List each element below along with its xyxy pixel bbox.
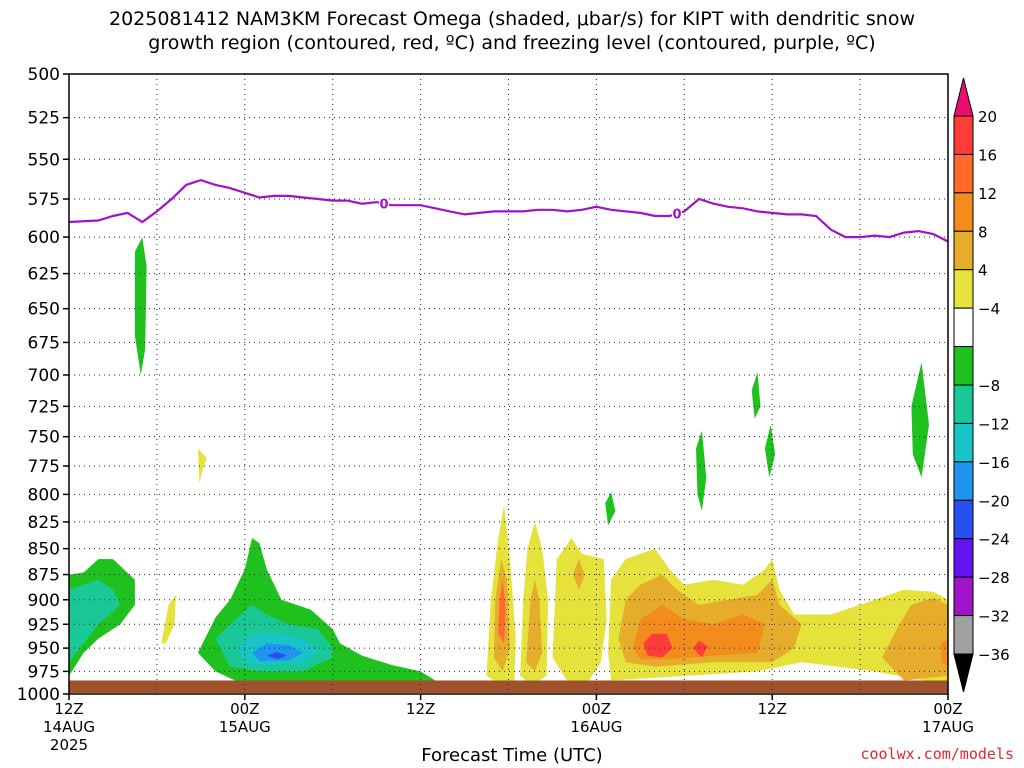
x-tick-label-12: 00Z — [230, 700, 259, 718]
colorbar-swatch-1 — [953, 153, 974, 194]
freezing-level-label-1: 0 — [672, 208, 681, 223]
y-tick-label-775: 775 — [28, 457, 60, 477]
colorbar-top-triangle — [953, 77, 974, 117]
omega-region-yellow-left-920 — [161, 594, 176, 644]
x-tick-label-36: 00Z — [582, 700, 611, 718]
freezing-level-line — [69, 178, 948, 243]
colorbar-swatch-9 — [953, 461, 974, 501]
x-tick-date-0: 14AUG — [43, 718, 95, 736]
colorbar-swatch-2 — [953, 192, 974, 232]
colorbar-swatch-0 — [953, 115, 974, 155]
x-tick-label-0: 12Z — [54, 700, 83, 718]
x-tick-label-60: 00Z — [933, 700, 962, 718]
colorbar-label-2: 12 — [978, 185, 997, 203]
chart-title-line2: growth region (contoured, red, ºC) and f… — [148, 32, 876, 54]
colorbar: 20 16 12 8 4 −4 −8 −12 −16 −20 −24 −28 −32 −36 — [953, 77, 1010, 693]
colorbar-label-7: −12 — [978, 415, 1010, 433]
y-tick-label-850: 850 — [28, 540, 60, 560]
y-tick-label-625: 625 — [28, 265, 60, 285]
colorbar-swatch-4 — [953, 269, 974, 309]
y-tick-label-675: 675 — [28, 333, 60, 353]
y-tick-label-925: 925 — [28, 615, 60, 635]
colorbar-swatch-5 — [953, 307, 974, 348]
freezing-label-bg-0 — [378, 196, 389, 211]
x-tick-date-36: 16AUG — [570, 718, 622, 736]
y-tick-label-575: 575 — [28, 190, 60, 210]
colorbar-swatch-11 — [953, 538, 974, 578]
colorbar-label-13: −36 — [978, 646, 1010, 664]
y-tick-label-975: 975 — [28, 662, 60, 682]
y-tick-label-900: 900 — [28, 591, 60, 611]
omega-region-red-center-left — [498, 579, 506, 644]
colorbar-swatch-8 — [953, 422, 974, 463]
y-tick-label-825: 825 — [28, 513, 60, 533]
colorbar-label-5: −4 — [978, 300, 1000, 318]
ground-strip — [69, 680, 948, 693]
colorbar-swatch-13 — [953, 615, 974, 655]
freezing-label-bg-1 — [671, 206, 682, 221]
omega-region-darkorange-right-edge — [940, 638, 948, 667]
omega-region-green-blob-left-top — [134, 237, 147, 375]
colorbar-label-0: 20 — [978, 108, 997, 126]
omega-region-orange-center-right — [573, 559, 585, 590]
x-tick-date-60: 17AUG — [922, 718, 974, 736]
colorbar-label-4: 4 — [978, 262, 988, 280]
x-tick-date-12: 15AUG — [219, 718, 271, 736]
omega-region-green-right-760 — [764, 424, 776, 478]
colorbar-swatch-12 — [953, 576, 974, 617]
colorbar-swatch-7 — [953, 384, 974, 424]
omega-region-red-right-1 — [643, 633, 673, 658]
omega-region-orange-right-edge — [882, 597, 948, 681]
x-axis-label: Forecast Time (UTC) — [421, 745, 603, 766]
y-tick-label-600: 600 — [28, 228, 60, 248]
chart-title-line1: 2025081412 NAM3KM Forecast Omega (shaded… — [108, 8, 916, 30]
y-tick-label-1000: 1000 — [17, 685, 60, 705]
colorbar-label-9: −20 — [978, 492, 1010, 510]
y-tick-label-950: 950 — [28, 639, 60, 659]
omega-region-green-right-tall — [696, 430, 707, 511]
omega-region-orange-center-mid — [526, 579, 543, 672]
x-tick-label-48: 12Z — [758, 700, 787, 718]
y-tick-label-525: 525 — [28, 109, 60, 129]
y-tick-label-650: 650 — [28, 300, 60, 320]
omega-region-teal-left-low — [69, 579, 121, 663]
colorbar-label-8: −16 — [978, 454, 1010, 472]
colorbar-swatch-3 — [953, 230, 974, 271]
colorbar-swatch-10 — [953, 499, 974, 540]
y-tick-label-750: 750 — [28, 428, 60, 448]
y-tick-label-550: 550 — [28, 150, 60, 170]
y-tick-label-725: 725 — [28, 397, 60, 417]
credit-text: coolwx.com/models — [860, 745, 1014, 763]
colorbar-swatch-6 — [953, 346, 974, 386]
colorbar-label-6: −8 — [978, 377, 1000, 395]
x-tick-label-24: 12Z — [406, 700, 435, 718]
y-tick-label-875: 875 — [28, 566, 60, 586]
freezing-level-label-0: 0 — [379, 198, 388, 213]
omega-region-green-center-dot — [605, 492, 616, 526]
colorbar-label-12: −32 — [978, 608, 1010, 626]
y-tick-label-500: 500 — [28, 65, 60, 85]
plot-frame — [68, 73, 949, 695]
y-tick-label-700: 700 — [28, 366, 60, 386]
colorbar-label-11: −28 — [978, 569, 1010, 587]
omega-region-blue-main — [266, 651, 288, 660]
omega-region-green-right-720 — [751, 372, 761, 419]
plot-area: 00 — [69, 74, 948, 694]
colorbar-label-10: −24 — [978, 531, 1010, 549]
omega-region-yellow-center-right — [552, 538, 607, 681]
y-tick-label-800: 800 — [28, 485, 60, 505]
colorbar-label-1: 16 — [978, 146, 997, 164]
omega-region-green-right-edge — [911, 362, 929, 478]
omega-region-yellow-left-770 — [197, 448, 207, 484]
colorbar-bottom-triangle — [953, 653, 974, 693]
omega-region-red-right-2 — [693, 640, 708, 658]
colorbar-label-3: 8 — [978, 223, 988, 241]
x-tick-year-0: 2025 — [50, 736, 88, 754]
grid-lines — [69, 74, 948, 694]
